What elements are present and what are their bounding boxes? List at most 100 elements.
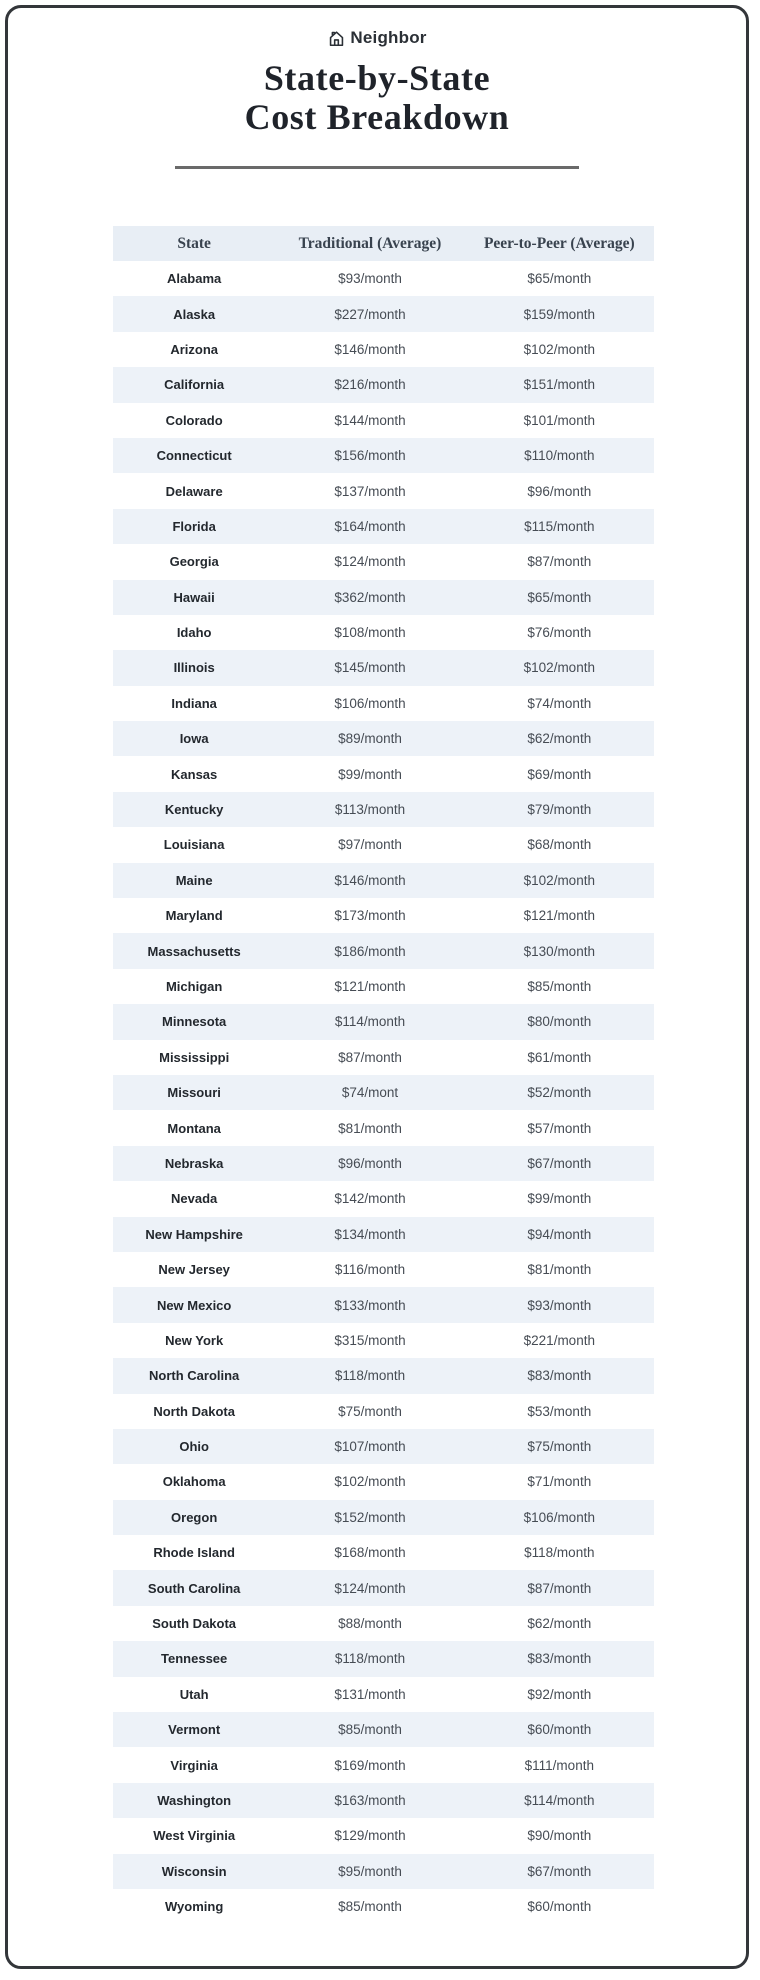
table-row: Nebraska $96/month $67/month [113, 1145, 654, 1182]
p2p-cell: $114/month [524, 1792, 595, 1808]
table-row: South Dakota $88/month $62/month [113, 1606, 654, 1641]
table-row: Utah $131/month $92/month [113, 1677, 654, 1712]
p2p-cell: $121/month [523, 908, 595, 924]
traditional-cell: $96/month [338, 1155, 402, 1171]
p2p-cell: $52/month [527, 1085, 592, 1101]
table-row: Colorado $144/month $101/month [113, 403, 654, 438]
state-cell: California [164, 377, 225, 393]
table-body: Alabama $93/month $65/month Alaska $227/mont… [113, 261, 654, 1924]
state-cell: Indiana [171, 695, 217, 711]
table-row: Iowa $89/month $62/month [113, 721, 654, 757]
page-title: State-by-State Cost Breakdown [8, 59, 746, 137]
p2p-cell: $130/month [523, 943, 595, 959]
p2p-cell: $53/month [527, 1403, 592, 1419]
state-cell: Mississippi [159, 1049, 230, 1065]
table-row: Illinois $145/month $102/month [113, 650, 654, 686]
traditional-cell: $142/month [334, 1191, 406, 1207]
table-row: Maine $146/month $102/month [113, 862, 654, 899]
p2p-cell: $94/month [527, 1226, 592, 1242]
traditional-cell: $89/month [338, 731, 402, 747]
traditional-cell: $102/month [334, 1474, 406, 1490]
table-row: Virginia $169/month $111/month [113, 1747, 654, 1782]
p2p-cell: $115/month [524, 518, 595, 534]
table-row: Minnesota $114/month $80/month [113, 1004, 654, 1040]
p2p-cell: $92/month [527, 1686, 592, 1702]
col-header-traditional: Traditional (Average) [298, 234, 442, 252]
state-cell: New York [165, 1332, 224, 1348]
state-cell: Nevada [171, 1191, 218, 1207]
brand-name: Neighbor [350, 28, 427, 47]
traditional-cell: $145/month [334, 660, 406, 676]
traditional-cell: $131/month [334, 1686, 406, 1702]
state-cell: Ohio [179, 1439, 209, 1455]
p2p-cell: $68/month [527, 837, 592, 853]
state-cell: Wisconsin [161, 1863, 227, 1879]
p2p-cell: $60/month [527, 1899, 592, 1915]
traditional-cell: $88/month [338, 1616, 402, 1632]
traditional-cell: $107/month [334, 1439, 406, 1455]
state-cell: Georgia [169, 554, 219, 570]
table-row: New Mexico $133/month $93/month [113, 1287, 654, 1323]
state-cell: North Carolina [149, 1368, 240, 1384]
traditional-cell: $146/month [334, 872, 406, 888]
traditional-cell: $163/month [334, 1792, 406, 1808]
title-line1: State-by-State [263, 58, 491, 98]
table-row: Alaska $227/month $159/month [113, 296, 654, 332]
state-cell: Maryland [165, 908, 223, 924]
state-cell: Connecticut [156, 448, 232, 464]
state-cell: Kentucky [164, 802, 224, 818]
table-row: Kansas $99/month $69/month [113, 756, 654, 791]
table-row: Florida $164/month $115/month [113, 508, 654, 545]
state-cell: Missouri [167, 1085, 221, 1101]
table-header-row: State Traditional (Average) Peer-to-Peer… [113, 226, 654, 261]
col-header-peer-to-peer: Peer-to-Peer (Average) [483, 234, 635, 252]
state-cell: Alaska [173, 306, 216, 322]
p2p-cell: $80/month [527, 1014, 592, 1030]
brand-logo: Neighbor [8, 8, 746, 49]
table-row: North Carolina $118/month $83/month [113, 1358, 654, 1394]
traditional-cell: $152/month [334, 1509, 406, 1525]
traditional-cell: $74/mont [341, 1085, 399, 1101]
p2p-cell: $67/month [527, 1863, 592, 1879]
state-cell: Colorado [165, 412, 223, 428]
table-row: Georgia $124/month $87/month [113, 544, 654, 579]
table-row: North Dakota $75/month $53/month [113, 1394, 654, 1429]
p2p-cell: $87/month [527, 1580, 592, 1596]
traditional-cell: $227/month [334, 306, 406, 322]
table-row: Arizona $146/month $102/month [113, 332, 654, 367]
traditional-cell: $81/month [338, 1120, 402, 1136]
p2p-cell: $101/month [523, 412, 595, 428]
traditional-cell: $95/month [338, 1863, 402, 1879]
p2p-cell: $102/month [523, 660, 595, 676]
traditional-cell: $121/month [334, 979, 406, 994]
state-cell: South Carolina [147, 1580, 241, 1596]
p2p-cell: $110/month [524, 448, 595, 464]
table-row: Louisiana $97/month $68/month [113, 827, 654, 862]
p2p-cell: $83/month [527, 1651, 592, 1667]
p2p-cell: $65/month [527, 271, 592, 287]
state-cell: Illinois [173, 660, 215, 676]
traditional-cell: $124/month [334, 554, 406, 570]
table-row: Nevada $142/month $99/month [113, 1181, 654, 1216]
p2p-cell: $159/month [523, 306, 595, 322]
traditional-cell: $99/month [338, 766, 402, 782]
p2p-cell: $85/month [527, 979, 592, 994]
traditional-cell: $85/month [338, 1899, 402, 1915]
title-line2: Cost Breakdown [244, 97, 510, 137]
state-cell: Oklahoma [162, 1474, 226, 1490]
p2p-cell: $102/month [523, 872, 595, 888]
table-row: Kentucky $113/month $79/month [113, 791, 654, 828]
p2p-cell: $83/month [527, 1368, 592, 1384]
cost-table: State Traditional (Average) Peer-to-Peer… [113, 226, 654, 1924]
state-cell: North Dakota [153, 1403, 235, 1419]
p2p-cell: $111/month [524, 1757, 594, 1773]
p2p-cell: $90/month [527, 1828, 592, 1844]
table-row: Oregon $152/month $106/month [113, 1499, 654, 1536]
traditional-cell: $129/month [334, 1828, 406, 1844]
state-cell: Tennessee [161, 1651, 228, 1667]
state-cell: New Hampshire [145, 1226, 243, 1242]
p2p-cell: $62/month [527, 1616, 592, 1632]
state-cell: Florida [172, 518, 216, 534]
p2p-cell: $79/month [527, 802, 592, 818]
state-cell: South Dakota [152, 1616, 237, 1632]
